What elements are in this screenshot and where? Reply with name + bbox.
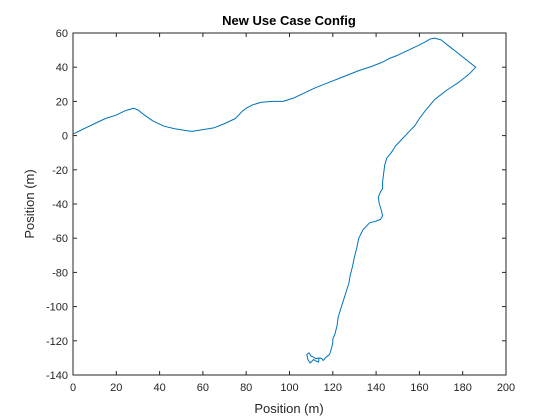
y-tick-label: 0 bbox=[62, 131, 68, 143]
y-tick-label: 60 bbox=[56, 28, 68, 40]
x-tick-label: 80 bbox=[240, 382, 252, 394]
y-tick-label: -60 bbox=[52, 233, 68, 245]
y-axis-label: Position (m) bbox=[22, 169, 37, 238]
trajectory-line bbox=[72, 37, 477, 364]
x-tick-label: 180 bbox=[454, 382, 472, 394]
x-tick-label: 140 bbox=[367, 382, 385, 394]
x-tick-label: 20 bbox=[110, 382, 122, 394]
x-tick-label: 120 bbox=[324, 382, 342, 394]
x-tick-label: 40 bbox=[153, 382, 165, 394]
y-tick-labels: -140 -120 -100 -80 -60 -40 -20 0 20 40 60 bbox=[46, 28, 68, 382]
y-tick-label: -20 bbox=[52, 165, 68, 177]
x-tick-label: 200 bbox=[497, 382, 515, 394]
chart-title: New Use Case Config bbox=[222, 13, 356, 28]
x-tick-label: 100 bbox=[280, 382, 298, 394]
y-tick-label: 40 bbox=[56, 62, 68, 74]
y-tick-label: -40 bbox=[52, 199, 68, 211]
y-tick-label: -140 bbox=[46, 370, 68, 382]
y-tick-label: -80 bbox=[52, 267, 68, 279]
y-tick-label: -120 bbox=[46, 336, 68, 348]
x-axis-label: Position (m) bbox=[254, 401, 323, 416]
axes-box bbox=[72, 32, 507, 376]
y-tick-label: 20 bbox=[56, 96, 68, 108]
tick-marks bbox=[72, 32, 507, 376]
y-tick-label: -100 bbox=[46, 302, 68, 314]
x-tick-label: 160 bbox=[410, 382, 428, 394]
x-tick-label: 0 bbox=[70, 382, 76, 394]
x-tick-labels: 0 20 40 60 80 100 120 140 160 180 200 bbox=[70, 382, 515, 394]
x-tick-label: 60 bbox=[197, 382, 209, 394]
plot-area: 0 20 40 60 80 100 120 140 160 180 200 -140-120-100… bbox=[46, 28, 515, 394]
